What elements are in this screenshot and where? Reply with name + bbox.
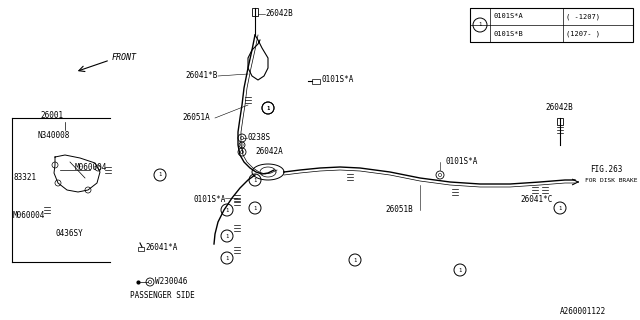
- Text: 26001: 26001: [40, 111, 63, 121]
- Text: 26051B: 26051B: [385, 205, 413, 214]
- Text: (1207- ): (1207- ): [566, 30, 600, 37]
- Text: 0101S*A: 0101S*A: [445, 157, 477, 166]
- Text: 1: 1: [253, 178, 257, 182]
- Text: 83321: 83321: [13, 173, 36, 182]
- Text: ( -1207): ( -1207): [566, 13, 600, 20]
- Bar: [557, 118, 563, 125]
- Text: A260001122: A260001122: [560, 308, 606, 316]
- Text: 1: 1: [458, 268, 461, 273]
- Bar: [312, 79, 320, 84]
- Bar: [470, 8, 490, 42]
- Text: M060004: M060004: [75, 164, 108, 172]
- Bar: [470, 8, 633, 42]
- Text: 1: 1: [225, 234, 228, 238]
- Text: 26042B: 26042B: [265, 10, 292, 19]
- Text: W230046: W230046: [155, 277, 188, 286]
- Text: 0101S*A: 0101S*A: [493, 13, 523, 20]
- Text: N340008: N340008: [37, 131, 69, 140]
- Text: 0101S*A: 0101S*A: [322, 76, 355, 84]
- Text: 0101S*B: 0101S*B: [493, 30, 523, 36]
- Text: FOR DISK BRAKE: FOR DISK BRAKE: [585, 178, 637, 182]
- Text: FIG.263: FIG.263: [590, 165, 622, 174]
- Text: 0238S: 0238S: [248, 133, 271, 142]
- Text: 1: 1: [253, 205, 257, 211]
- Text: 26042B: 26042B: [545, 103, 573, 113]
- Text: 26041*A: 26041*A: [145, 244, 177, 252]
- Bar: [252, 8, 258, 16]
- Text: 1: 1: [266, 106, 269, 110]
- Text: 1: 1: [478, 22, 482, 28]
- Text: PASSENGER SIDE: PASSENGER SIDE: [130, 292, 195, 300]
- Text: 1: 1: [225, 207, 228, 212]
- Text: 1: 1: [558, 205, 562, 211]
- Text: M060004: M060004: [13, 211, 45, 220]
- Text: 26041*C: 26041*C: [520, 196, 552, 204]
- Text: 26041*B: 26041*B: [185, 71, 218, 81]
- Text: 1: 1: [266, 106, 269, 110]
- Text: FRONT: FRONT: [112, 53, 137, 62]
- Text: 0436SY: 0436SY: [55, 228, 83, 237]
- Text: 0101S*A: 0101S*A: [193, 196, 225, 204]
- Bar: [138, 247, 144, 251]
- Text: 1: 1: [225, 255, 228, 260]
- Text: 26042A: 26042A: [255, 148, 283, 156]
- Text: 1: 1: [353, 258, 356, 262]
- Text: 26051A: 26051A: [182, 114, 210, 123]
- Text: 1: 1: [158, 172, 162, 178]
